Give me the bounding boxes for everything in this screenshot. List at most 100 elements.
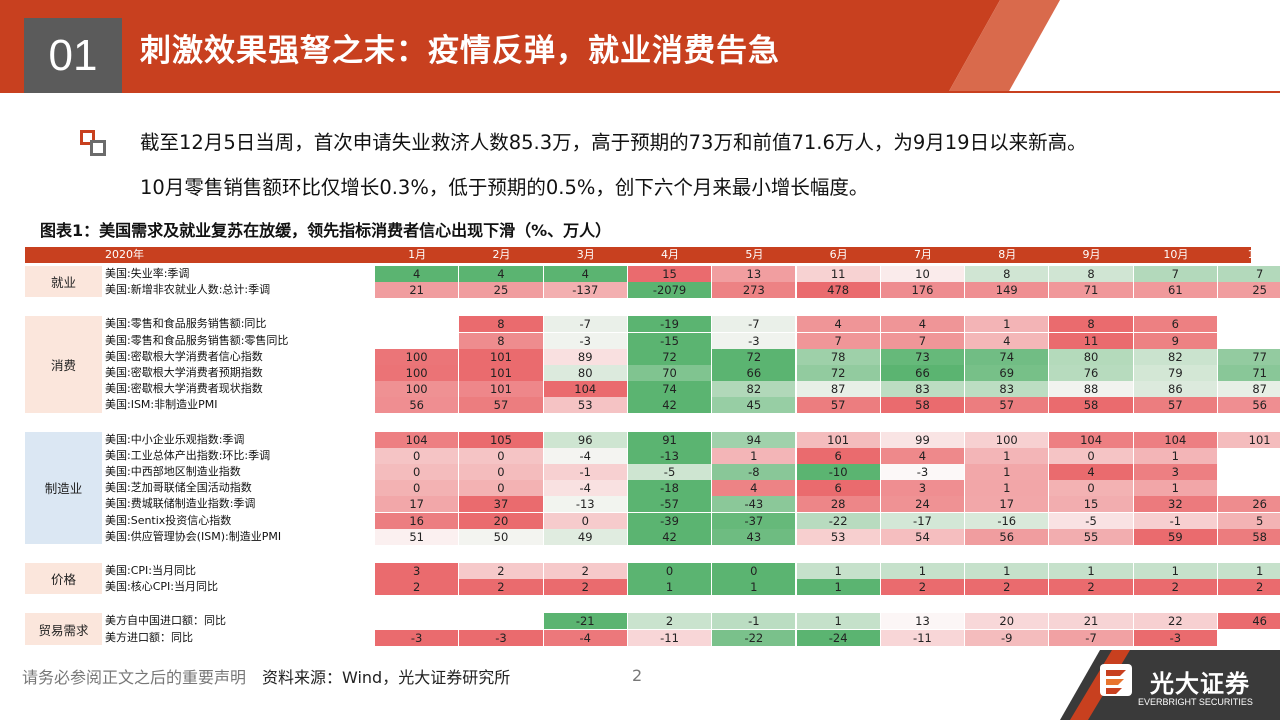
table-cell: 94 [712,431,796,448]
table-cell: 42 [627,528,712,545]
table-cell: 0 [1049,447,1133,464]
table-caption: 图表1：美国需求及就业复苏在放缓，领先指标消费者信心出现下滑（%、万人） [40,221,612,240]
table-cell: 101 [459,381,543,398]
table-cell: 478 [796,282,880,299]
bullet-text-1: 截至12月5日当周，首次申请失业救济人数85.3万，高于预期的73万和前值71.… [140,131,1087,154]
table-cell: -1 [543,464,627,480]
table-cell: -3 [543,332,627,349]
table-cell: 55 [1049,528,1133,545]
table-cell: 4 [1049,464,1133,480]
table-cell: 16 [375,512,459,529]
table-cell: 57 [459,397,543,414]
table-cell: 11 [796,266,880,282]
table-cell: 2 [627,613,712,630]
table-cell: 7 [1133,266,1217,282]
table-cell: 101 [459,348,543,365]
row-label: 美方进口额：同比 [105,630,193,644]
table-cell: -18 [627,480,712,497]
table-cell: 1 [965,480,1049,497]
table-cell: 1 [712,447,796,464]
table-cell: 0 [1049,480,1133,497]
table-cell [1218,316,1280,333]
table-cell: -19 [627,316,712,333]
table-cell: -3 [712,332,796,349]
table-cell: -4 [543,629,627,646]
table-cell: 88 [1049,381,1133,398]
table-cell: 6 [796,447,880,464]
table-cell: 3 [375,563,459,579]
table-cell: 13 [712,266,796,282]
table-cell: -137 [543,282,627,299]
table-cell: -2079 [627,282,712,299]
table-cell: 2 [459,563,543,579]
table-cell: 2 [375,579,459,596]
table-cell: 82 [712,381,796,398]
table-cell: 86 [1133,381,1217,398]
category-label: 价格 [25,563,102,595]
table-cell: 20 [459,512,543,529]
table-cell: 46 [1218,613,1280,630]
table-cell: 37 [459,496,543,513]
table-cell: 4 [712,480,796,497]
table-cell: 0 [459,480,543,497]
month-header: 5月 [745,248,764,261]
table-cell: 76 [1049,365,1133,381]
table-cell: 100 [965,431,1049,448]
row-label: 美国:Sentix投资信心指数 [105,513,232,527]
table-cell: 1 [1218,563,1280,579]
table-cell: 1 [796,613,880,630]
table-cell: -5 [627,464,712,480]
row-label: 美国:零售和食品服务销售额:零售同比 [105,333,289,347]
table-cell: 22 [1133,613,1217,630]
table-cell: 1 [796,563,880,579]
table-cell: -9 [965,629,1049,646]
table-cell: 8 [459,332,543,349]
table-cell: 2 [880,579,965,596]
table-cell: 82 [1133,348,1217,365]
table-cell: 8 [459,316,543,333]
month-header: 2月 [492,248,511,261]
table-cell: 2 [965,579,1049,596]
table-cell: 17 [375,496,459,513]
month-header: 4月 [661,248,680,261]
table-cell [1218,332,1280,349]
table-cell: 73 [880,348,965,365]
table-cell: 53 [543,397,627,414]
table-cell: 74 [965,348,1049,365]
table-cell: 1 [1133,447,1217,464]
month-header: 9月 [1082,248,1101,261]
table-cell: 104 [1133,431,1217,448]
table-cell: 72 [796,365,880,381]
table-cell: 1 [965,447,1049,464]
category-label: 制造业 [25,431,102,544]
table-cell: 4 [543,266,627,282]
table-cell: 56 [1218,397,1280,414]
table-cell: -22 [712,629,796,646]
bullet-icon [80,130,110,160]
category-label: 贸易需求 [25,613,102,645]
table-cell: -3 [459,629,543,646]
table-cell [1218,629,1280,646]
table-cell: -4 [543,480,627,497]
table-cell: 101 [796,431,880,448]
table-cell: 74 [627,381,712,398]
table-cell: 26 [1218,496,1280,513]
table-cell: 104 [375,431,459,448]
everbright-logo-icon [1100,664,1132,696]
row-label: 美国:密歇根大学消费者预期指数 [105,366,263,379]
table-cell: -39 [627,512,712,529]
row-label: 美国:密歇根大学消费者信心指数 [105,349,263,363]
table-cell: 78 [796,348,880,365]
table-cell: 58 [1218,528,1280,545]
table-cell: 11 [1049,332,1133,349]
table-cell: 53 [796,528,880,545]
table-cell [1218,447,1280,464]
table-cell: 0 [712,563,796,579]
table-cell: 10 [880,266,965,282]
table-cell: -8 [712,464,796,480]
table-cell: 72 [712,348,796,365]
table-cell: 0 [375,447,459,464]
table-cell: 149 [965,282,1049,299]
table-cell: 4 [880,316,965,333]
table-cell: 3 [1133,464,1217,480]
